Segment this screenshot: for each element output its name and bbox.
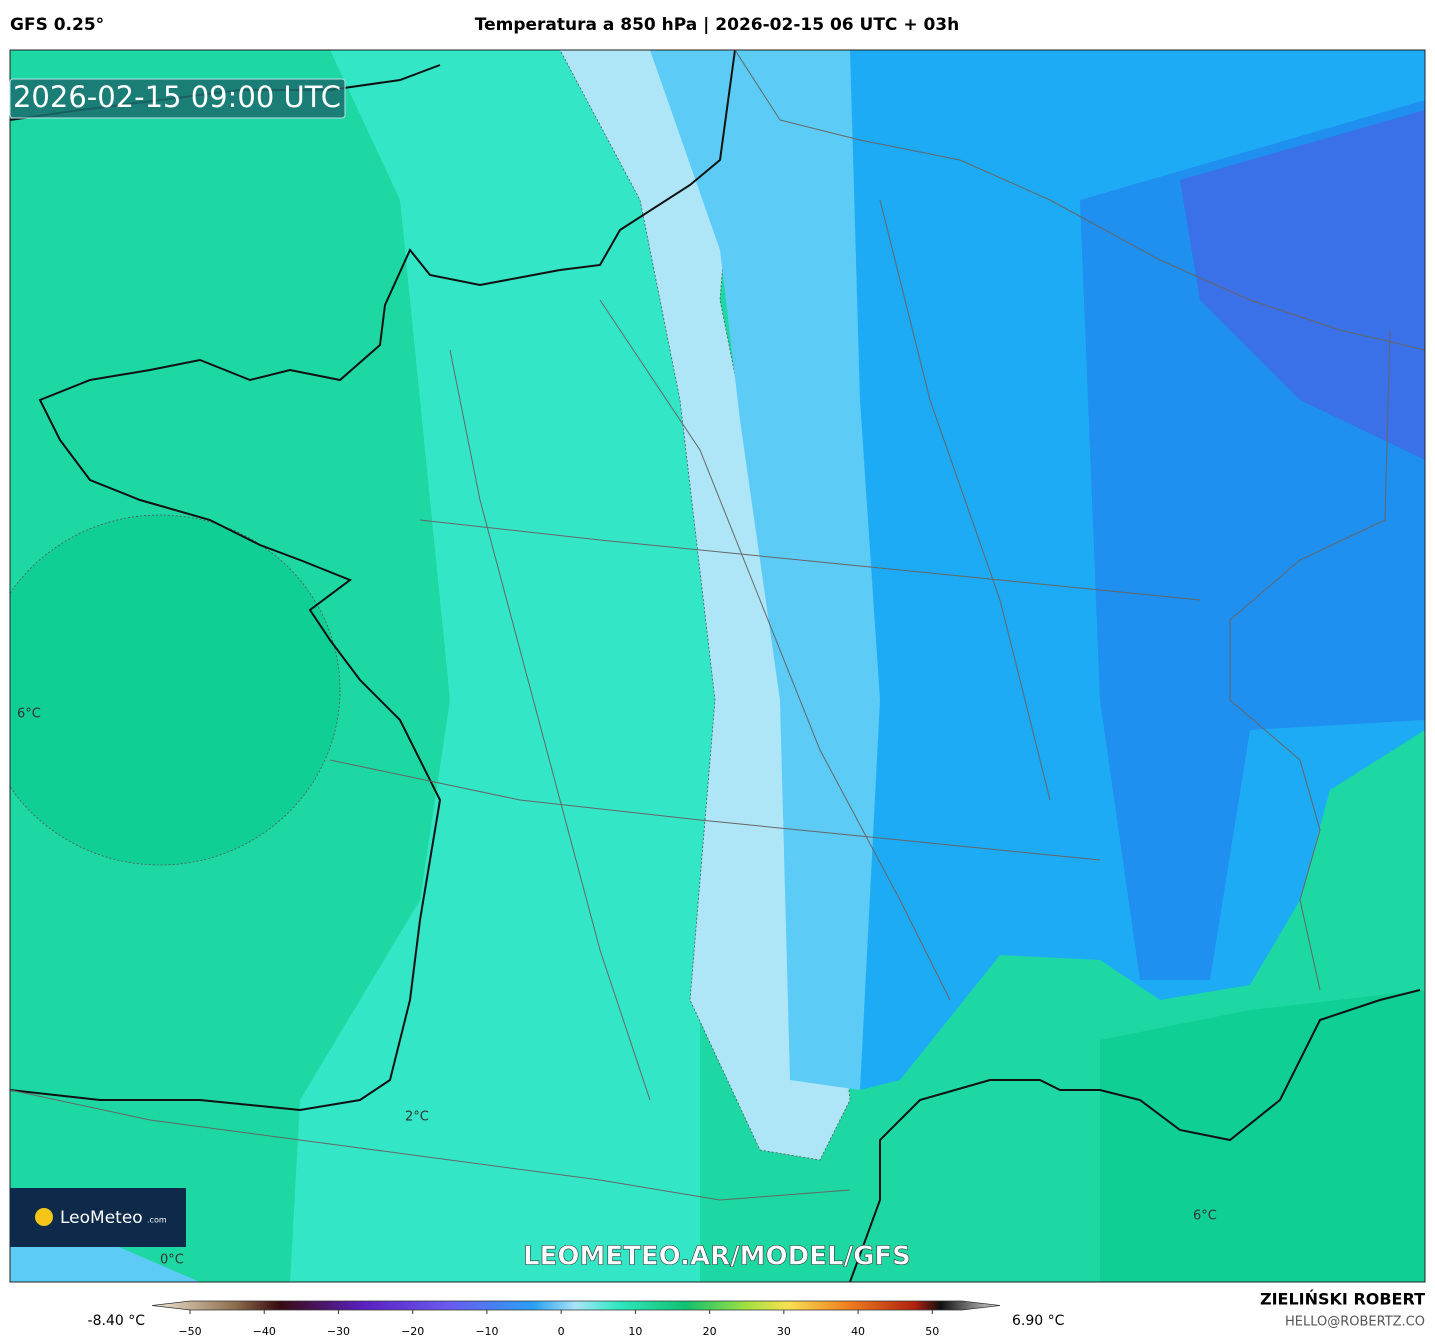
borders	[10, 50, 1425, 1201]
email: HELLO@ROBERTZ.CO	[1285, 1315, 1425, 1330]
contour-label: 6°C	[17, 707, 41, 722]
colorbar-bar	[151, 1300, 1001, 1311]
temp-zone	[290, 50, 720, 1282]
colorbar-min: -8.40 °C	[88, 1313, 146, 1329]
colorbar-tick-label: −50	[178, 1325, 201, 1338]
timestamp: 2026-02-15 09:00 UTC	[13, 80, 341, 114]
map-frame	[9, 49, 1426, 1283]
colorbar-tick-label: −40	[253, 1325, 276, 1338]
colorbar-tick-label: −10	[475, 1325, 498, 1338]
logo-name: LeoMeteo	[60, 1208, 143, 1228]
timestamp-box	[9, 78, 346, 119]
contour-label: 0°C	[160, 1253, 184, 1268]
colorbar-max: 6.90 °C	[1012, 1313, 1065, 1329]
temp-zone	[650, 50, 900, 1090]
colorbar-tick-label: −30	[327, 1325, 350, 1338]
colorbar-tick-label: 40	[851, 1325, 865, 1338]
contour-label: 6°C	[1193, 1209, 1217, 1224]
warm-area	[10, 514, 341, 866]
author: ZIELIŃSKI ROBERT	[1260, 1290, 1425, 1309]
colorbar-tick-label: 0	[558, 1325, 565, 1338]
colorbar-tick-label: 10	[628, 1325, 642, 1338]
logo-sun	[35, 1208, 53, 1226]
colorbar-tick-label: 20	[703, 1325, 717, 1338]
warm-area	[1100, 990, 1425, 1282]
contour-label: 2°C	[405, 1110, 429, 1125]
colorbar-tick-label: −20	[401, 1325, 424, 1338]
logo-suffix: .com	[147, 1216, 167, 1225]
map	[10, 50, 1425, 1282]
temp-zone	[1180, 110, 1425, 460]
model-name: GFS 0.25°	[10, 15, 104, 35]
temp-zone	[559, 50, 851, 1161]
colorbar: −50 −40 −30 −20 −10 0 10 20 30 40 50	[151, 1300, 1001, 1338]
colorbar-tick-label: 30	[777, 1325, 791, 1338]
colorbar-tick-label: 50	[925, 1325, 939, 1338]
watermark: LEOMETEO.AR/MODEL/GFS	[523, 1242, 911, 1272]
map-title: Temperatura a 850 hPa | 2026-02-15 06 UT…	[475, 15, 960, 35]
